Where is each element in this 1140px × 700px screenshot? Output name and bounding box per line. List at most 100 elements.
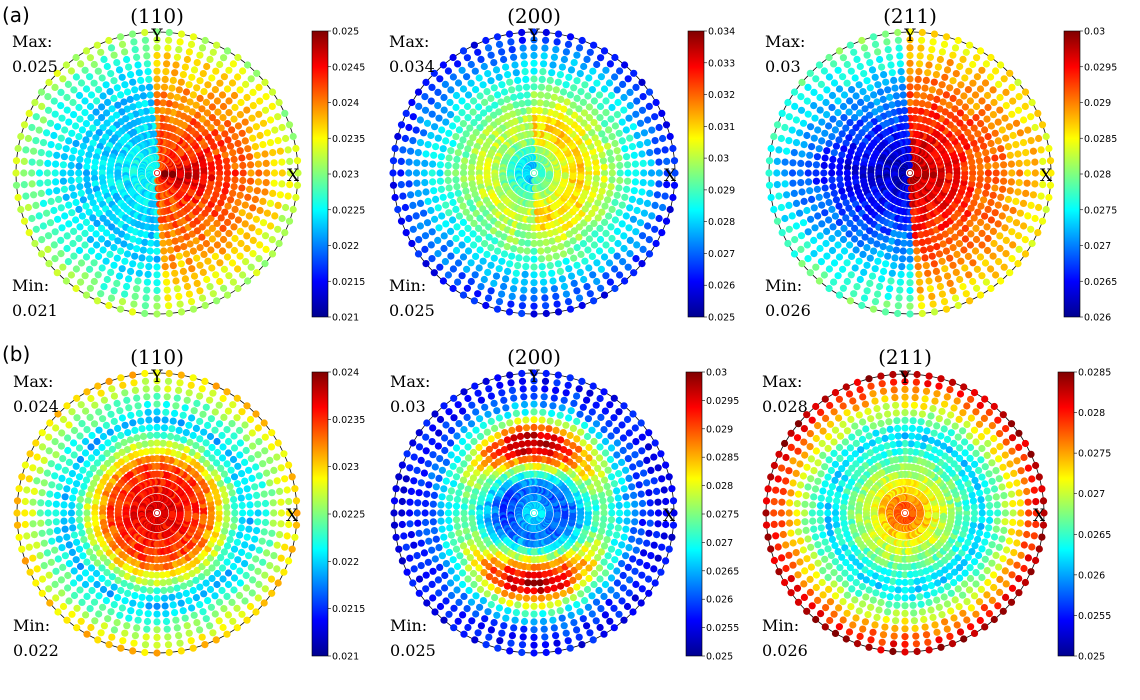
pole-point	[458, 241, 466, 249]
pole-point	[181, 404, 189, 412]
pole-point	[146, 247, 154, 255]
pole-point	[117, 586, 125, 595]
pole-point	[469, 108, 477, 116]
pole-point	[599, 157, 608, 165]
pole-point	[894, 309, 902, 318]
pole-point	[224, 449, 233, 457]
pole-point	[213, 448, 222, 457]
pole-figure-panel-3: (211)YXMax:0.03Min:0.0260.030.02950.0290…	[765, 4, 1117, 324]
pole-point	[239, 67, 247, 75]
pole-point	[845, 230, 853, 238]
pole-point	[110, 435, 118, 443]
pole-point	[449, 122, 457, 130]
pole-point	[230, 155, 238, 163]
pole-point	[110, 77, 118, 85]
pole-point	[70, 567, 78, 575]
pole-point	[511, 61, 519, 69]
pole-point	[186, 438, 194, 447]
min-value: 0.025	[389, 301, 435, 320]
pole-point	[783, 191, 791, 199]
pole-point	[447, 111, 455, 119]
pole-point	[262, 159, 270, 167]
pole-point	[818, 137, 826, 145]
pole-point	[187, 298, 196, 306]
pole-point	[90, 598, 99, 606]
min-label: Min:	[12, 276, 49, 295]
pole-point	[518, 100, 526, 108]
pole-point	[553, 171, 562, 179]
pole-point	[494, 247, 502, 255]
pole-point	[949, 51, 957, 59]
pole-point	[495, 73, 503, 81]
pole-point	[943, 272, 952, 280]
pole-point	[894, 36, 903, 44]
pole-point	[866, 227, 874, 235]
pole-point	[247, 169, 255, 177]
pole-point	[781, 214, 789, 223]
pole-point	[636, 119, 645, 127]
pole-point	[113, 59, 121, 67]
pole-point	[490, 279, 498, 287]
pole-point	[461, 157, 469, 165]
pole-point	[453, 183, 461, 191]
pole-point	[832, 142, 841, 150]
pole-point	[848, 252, 856, 260]
pole-point	[541, 294, 549, 302]
pole-point	[475, 224, 483, 232]
pole-point	[813, 153, 822, 161]
pole-point	[20, 217, 29, 225]
pole-point	[236, 487, 244, 495]
pole-point	[223, 558, 231, 566]
pole-point	[93, 219, 101, 227]
pole-point	[1000, 263, 1008, 271]
pole-point	[175, 292, 183, 300]
pole-point	[105, 301, 113, 310]
pole-point	[894, 28, 902, 37]
pole-point	[562, 290, 571, 298]
pole-point	[882, 103, 890, 111]
pole-point	[997, 193, 1005, 201]
pole-point	[230, 586, 238, 594]
pole-point	[455, 212, 463, 220]
pole-point	[777, 203, 786, 212]
pole-point	[76, 183, 84, 191]
pole-figure-panel-2: (200)YXMax:0.034Min:0.0250.0340.0330.032…	[389, 4, 735, 324]
pole-point	[141, 100, 149, 108]
pole-point	[873, 98, 881, 106]
pole-point	[848, 209, 856, 217]
pole-point	[432, 143, 440, 151]
pole-point	[76, 223, 84, 231]
pole-point	[276, 147, 284, 155]
pole-point	[828, 234, 836, 243]
pole-point	[52, 500, 60, 508]
pole-point	[223, 291, 232, 299]
pole-point	[459, 218, 467, 226]
pole-point	[601, 136, 609, 144]
pole-point	[615, 129, 623, 137]
pole-point	[444, 271, 452, 279]
pole-point	[247, 263, 255, 271]
pole-point	[984, 176, 992, 184]
pole-point	[608, 133, 616, 141]
pole-point	[38, 102, 46, 110]
pole-point	[69, 98, 77, 107]
pole-point	[906, 98, 914, 107]
pole-point	[552, 86, 560, 94]
pole-point	[644, 116, 652, 124]
pole-point	[226, 482, 234, 490]
pole-point	[28, 214, 36, 223]
pole-point	[60, 501, 68, 509]
pole-point	[596, 114, 604, 122]
pole-point	[590, 219, 598, 227]
pole-point	[60, 153, 68, 161]
pole-point	[1012, 197, 1020, 205]
pole-point	[518, 36, 527, 44]
pole-point	[236, 439, 244, 447]
pole-point	[984, 103, 992, 112]
pole-point	[470, 297, 478, 305]
pole-point	[258, 537, 266, 545]
pole-point	[110, 601, 118, 609]
pole-point	[1002, 134, 1010, 142]
pole-point	[130, 38, 138, 46]
pole-point	[270, 169, 279, 177]
